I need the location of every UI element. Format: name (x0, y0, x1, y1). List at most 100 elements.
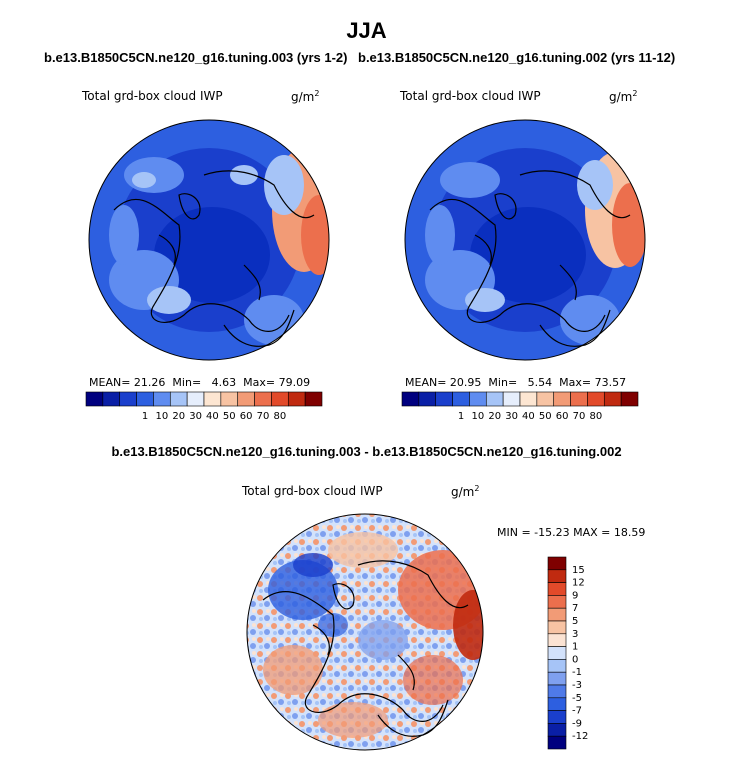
panel2-min-value: 5.54 (527, 376, 553, 389)
panel2-colorbar: 1 10 20 30 40 50 60 70 80 (401, 391, 639, 422)
panel1-colorbar-tick-label: 60 (240, 411, 253, 422)
panel2-stats: MEAN= 20.95 Min= 5.54 Max= 73.57 (405, 376, 626, 389)
diff-colorbar-tick-label: 7 (572, 603, 578, 614)
diff-colorbar-tick-label: 15 (572, 565, 585, 576)
panel1-min-value: 4.63 (211, 376, 237, 389)
diff-title: b.e13.B1850C5CN.ne120_g16.tuning.003 - b… (111, 444, 622, 459)
diff-map (246, 513, 484, 751)
panel2-map (404, 119, 646, 361)
panel1-max-label: Max= (243, 376, 276, 389)
panel2-units: g/m2 (609, 89, 637, 104)
panel2-colorbar-swatch (401, 391, 420, 407)
panel1-colorbar-swatch (254, 391, 272, 407)
panel1-colorbar-swatch (287, 391, 306, 407)
panel1-colorbar: 1 10 20 30 40 50 60 70 80 (85, 391, 323, 422)
panel2-colorbar-tick-label: 20 (488, 411, 501, 422)
panel2-max-label: Max= (559, 376, 592, 389)
panel2-mean-value: 20.95 (449, 376, 482, 389)
panel1-colorbar-swatch (85, 391, 104, 407)
diff-colorbar-tick-label: 5 (572, 616, 578, 627)
panel1-case-title: b.e13.B1850C5CN.ne120_g16.tuning.003 (yr… (44, 50, 348, 65)
diff-colorbar-tick-label: 9 (572, 590, 578, 601)
diff-colorbar-swatch (547, 735, 567, 750)
panel1-units: g/m2 (291, 89, 319, 104)
diff-colorbar-swatch (547, 607, 567, 622)
panel1-colorbar-tick-label: 30 (189, 411, 202, 422)
panel2-colorbar-tick-label: 10 (471, 411, 484, 422)
panel2-colorbar-swatch (502, 391, 521, 407)
diff-colorbar-swatch (547, 684, 567, 699)
panel2-colorbar-tick-label: 60 (556, 411, 569, 422)
panel1-colorbar-tick-label: 10 (155, 411, 168, 422)
panel2-colorbar-swatch (570, 391, 588, 407)
diff-colorbar-tick-label: -9 (572, 718, 582, 729)
panel1-colorbar-swatch (304, 391, 323, 407)
panel2-variable-title: Total grd-box cloud IWP (400, 89, 541, 103)
panel1-units-base: g/m (291, 90, 315, 104)
diff-colorbar-swatch (547, 633, 567, 647)
panel2-units-base: g/m (609, 90, 633, 104)
panel1-colorbar-swatch (220, 391, 239, 407)
panel2-colorbar-swatch (485, 391, 504, 407)
panel2-colorbar-swatch (418, 391, 437, 407)
diff-colorbar-swatch (547, 595, 567, 609)
panel1-colorbar-tick-label: 40 (206, 411, 219, 422)
diff-colorbar-swatch (547, 659, 567, 673)
diff-colorbar-tick-label: -5 (572, 693, 582, 704)
panel1-colorbar-swatch (237, 391, 255, 407)
panel2-colorbar-swatch (452, 391, 470, 407)
panel1-max-value: 79.09 (278, 376, 311, 389)
panel2-min-label: Min= (488, 376, 518, 389)
panel1-colorbar-swatch (186, 391, 205, 407)
panel1-min-label: Min= (172, 376, 202, 389)
diff-colorbar-tick-label: 12 (572, 578, 585, 589)
panel2-colorbar-tick-label: 40 (522, 411, 535, 422)
panel2-colorbar-swatch (553, 391, 571, 407)
diff-colorbar-swatch (547, 556, 567, 571)
diff-colorbar-tick-label: -7 (572, 706, 582, 717)
diff-colorbar-tick-label: 0 (572, 654, 578, 665)
panel2-colorbar-swatch (435, 391, 453, 407)
panel2-colorbar-tick-label: 1 (458, 411, 464, 422)
diff-colorbar-swatch (547, 582, 567, 596)
diff-colorbar-swatch (547, 710, 567, 724)
panel1-stats: MEAN= 21.26 Min= 4.63 Max= 79.09 (89, 376, 310, 389)
panel2-case-title: b.e13.B1850C5CN.ne120_g16.tuning.002 (yr… (358, 50, 676, 65)
panel1-colorbar-swatch (271, 391, 289, 407)
diff-colorbar-tick-label: -3 (572, 680, 582, 691)
diff-colorbar-swatch (547, 671, 567, 686)
panel2-units-exp: 2 (632, 89, 638, 98)
panel1-colorbar-tick-label: 20 (172, 411, 185, 422)
panel1-colorbar-swatch (119, 391, 137, 407)
panel1-colorbar-tick-label: 50 (223, 411, 236, 422)
diff-minmax: MIN = -15.23 MAX = 18.59 (497, 526, 646, 539)
panel2-colorbar-swatch (587, 391, 605, 407)
main-title: JJA (346, 18, 387, 43)
diff-colorbar-swatch (547, 697, 567, 711)
panel2-colorbar-tick-label: 30 (505, 411, 518, 422)
panel2-colorbar-tick-label: 80 (589, 411, 602, 422)
panel1-units-exp: 2 (314, 89, 320, 98)
panel1-colorbar-swatch (136, 391, 154, 407)
diff-colorbar-tick-label: -12 (572, 731, 588, 742)
panel1-variable-title: Total grd-box cloud IWP (82, 89, 223, 103)
diff-colorbar-swatch (547, 620, 567, 635)
panel1-colorbar-swatch (102, 391, 121, 407)
diff-colorbar: 15 129 7 5 3 10 -1 -3 -5 -7-9 -12 (547, 556, 588, 750)
panel2-colorbar-swatch (536, 391, 555, 407)
diff-units-exp: 2 (474, 484, 480, 493)
diff-colorbar-swatch (547, 646, 567, 660)
panel1-colorbar-tick-label: 80 (273, 411, 286, 422)
panel1-colorbar-swatch (153, 391, 171, 407)
panel2-colorbar-swatch (469, 391, 487, 407)
panel2-colorbar-tick-label: 70 (573, 411, 586, 422)
diff-units-base: g/m (451, 485, 475, 499)
diff-colorbar-tick-label: 1 (572, 642, 578, 653)
panel2-colorbar-tick-label: 50 (539, 411, 552, 422)
panel1-map (88, 119, 330, 361)
panel2-colorbar-swatch (603, 391, 622, 407)
panel1-colorbar-swatch (203, 391, 222, 407)
diff-colorbar-tick-label: 3 (572, 629, 578, 640)
panel1-colorbar-tick-label: 70 (257, 411, 270, 422)
diff-colorbar-tick-label: -1 (572, 667, 582, 678)
